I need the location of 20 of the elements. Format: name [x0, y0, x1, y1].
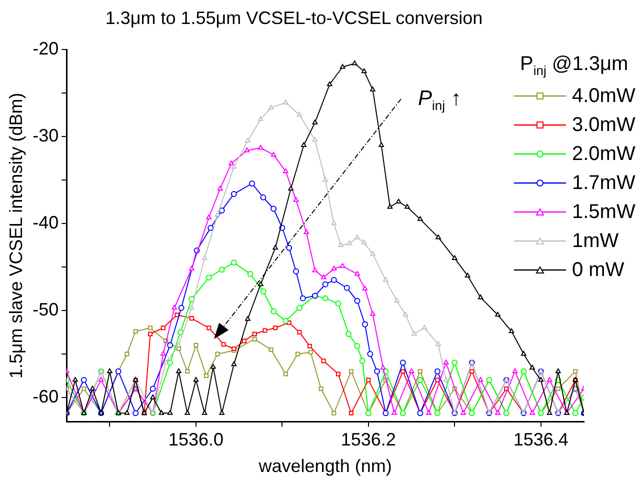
- chart-title: 1.3μm to 1.55μm VCSEL-to-VCSEL conversion: [105, 8, 483, 28]
- y-tick-label: -30: [32, 126, 59, 146]
- y-tick-label: -50: [32, 299, 59, 320]
- legend-title: P$_{inj}$ @1.3μm: [519, 52, 630, 80]
- x-tick-label: 1536.4: [513, 430, 568, 450]
- annotation: P$_{inj}$ ↑: [418, 86, 462, 113]
- y-axis-title: 1.5μm slave VCSEL intensity (dBm): [6, 92, 26, 379]
- x-axis-title: wavelength (nm): [258, 456, 392, 476]
- legend-label: 0 mW: [572, 258, 624, 283]
- x-tick-label: 1536.2: [340, 430, 396, 450]
- legend-label: 1mW: [572, 228, 619, 254]
- legend-label: 1.5mW: [572, 200, 636, 225]
- y-tick-label: -20: [32, 38, 59, 59]
- legend-label: 1.7mW: [572, 170, 636, 196]
- legend-label: 3.0mW: [572, 112, 636, 138]
- legend-label: 4.0mW: [572, 84, 636, 109]
- x-tick-label: 1536.0: [168, 430, 224, 450]
- y-tick-label: -60: [32, 386, 59, 406]
- y-tick-label: -40: [32, 212, 59, 232]
- legend-label: 2.0mW: [572, 142, 636, 167]
